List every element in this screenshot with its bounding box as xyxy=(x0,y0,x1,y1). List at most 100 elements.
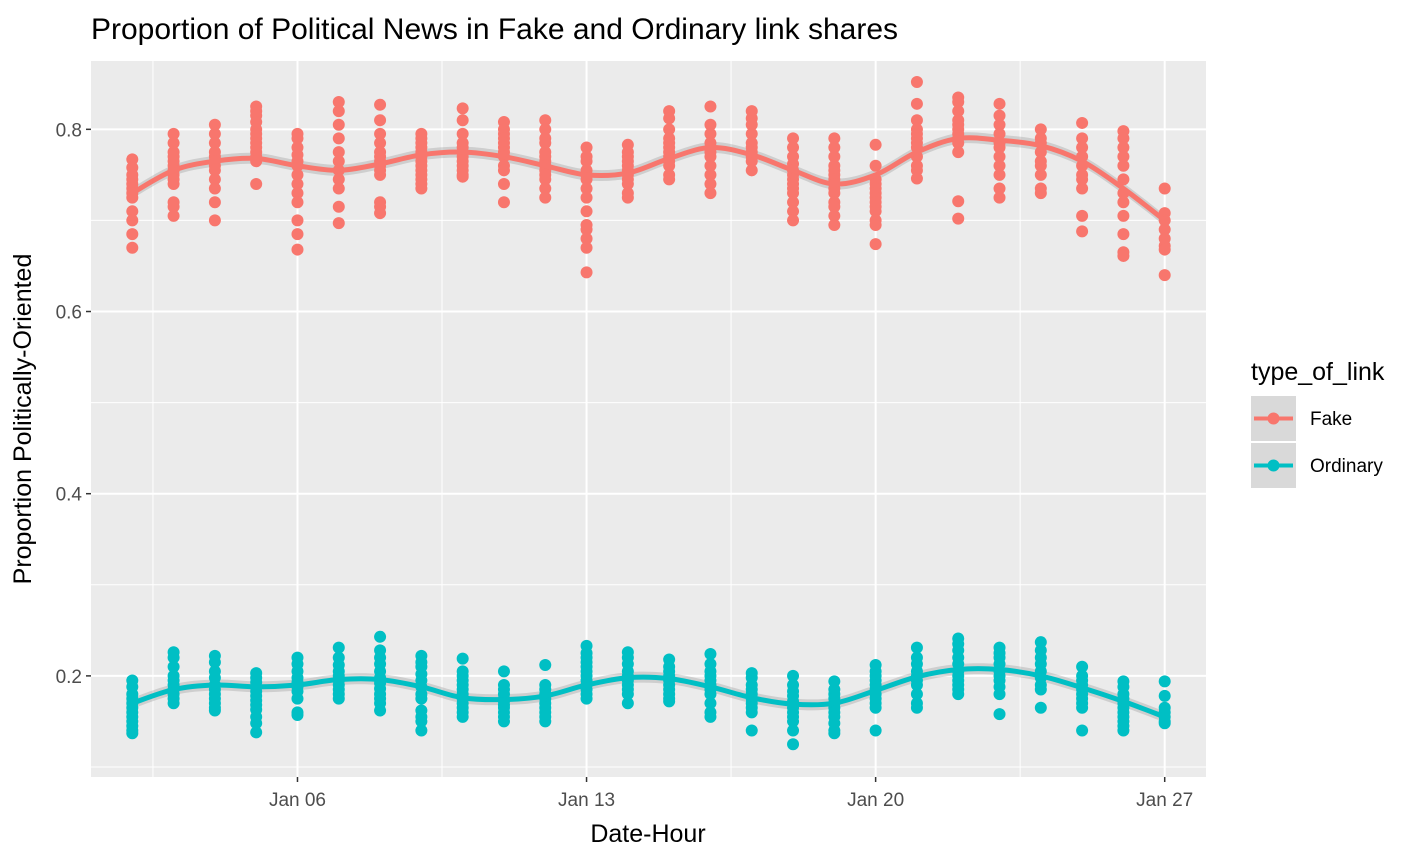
point-fake xyxy=(332,200,345,213)
point-ordinary xyxy=(1158,675,1171,688)
point-fake xyxy=(1076,182,1089,195)
point-fake xyxy=(126,228,139,241)
point-fake xyxy=(580,141,593,154)
point-fake xyxy=(332,105,345,118)
point-fake xyxy=(208,196,221,209)
y-axis-ticks: 0.2 0.4 0.6 0.8 xyxy=(56,120,91,688)
legend-item-fake: Fake xyxy=(1251,396,1352,441)
point-fake xyxy=(704,127,717,140)
point-fake xyxy=(745,118,758,131)
point-fake xyxy=(745,127,758,140)
point-ordinary xyxy=(993,708,1006,721)
point-fake xyxy=(167,177,180,190)
point-fake xyxy=(374,168,387,181)
point-fake xyxy=(1158,223,1171,236)
point-fake xyxy=(828,209,841,222)
point-fake xyxy=(580,266,593,279)
point-ordinary xyxy=(1117,724,1130,737)
point-fake xyxy=(332,118,345,131)
point-ordinary xyxy=(704,688,717,701)
point-fake xyxy=(332,155,345,168)
point-fake xyxy=(1117,173,1130,186)
point-fake xyxy=(993,191,1006,204)
point-ordinary xyxy=(621,688,634,701)
x-tick-label: Jan 06 xyxy=(269,790,326,811)
point-ordinary xyxy=(787,669,800,682)
point-fake xyxy=(291,196,304,209)
point-ordinary xyxy=(456,710,469,723)
point-fake xyxy=(704,118,717,131)
point-ordinary xyxy=(291,692,304,705)
point-fake xyxy=(745,164,758,177)
point-fake xyxy=(910,164,923,177)
point-fake xyxy=(910,114,923,127)
point-fake xyxy=(291,177,304,190)
point-fake xyxy=(167,136,180,149)
point-ordinary xyxy=(497,715,510,728)
point-fake xyxy=(1117,209,1130,222)
point-ordinary xyxy=(539,658,552,671)
legend-key-fake-point xyxy=(1267,412,1280,425)
point-fake xyxy=(1117,196,1130,209)
point-fake xyxy=(787,132,800,145)
point-fake xyxy=(415,182,428,195)
point-ordinary xyxy=(663,695,676,708)
point-fake xyxy=(291,168,304,181)
point-fake xyxy=(663,159,676,172)
legend-key-ordinary-point xyxy=(1267,459,1280,472)
point-fake xyxy=(993,118,1006,131)
point-fake xyxy=(167,209,180,222)
point-fake xyxy=(869,159,882,172)
x-tick-label: Jan 20 xyxy=(847,790,904,811)
point-ordinary xyxy=(787,738,800,751)
point-fake xyxy=(539,191,552,204)
point-ordinary xyxy=(167,651,180,664)
point-ordinary xyxy=(1034,636,1047,649)
point-fake xyxy=(1158,182,1171,195)
point-fake xyxy=(126,214,139,227)
point-ordinary xyxy=(704,648,717,661)
x-axis-ticks: Jan 06 Jan 13 Jan 20 Jan 27 xyxy=(269,777,1193,811)
point-fake xyxy=(208,182,221,195)
point-fake xyxy=(952,195,965,208)
point-fake xyxy=(910,75,923,88)
legend-label-fake: Fake xyxy=(1310,409,1352,430)
point-fake xyxy=(1158,269,1171,282)
point-ordinary xyxy=(126,727,139,740)
point-fake xyxy=(580,241,593,254)
point-fake xyxy=(663,123,676,136)
point-fake xyxy=(580,155,593,168)
point-ordinary xyxy=(374,704,387,717)
point-fake xyxy=(704,150,717,163)
point-fake xyxy=(208,164,221,177)
point-ordinary xyxy=(415,692,428,705)
point-fake xyxy=(869,205,882,218)
point-fake xyxy=(1117,228,1130,241)
point-fake xyxy=(580,232,593,245)
point-fake xyxy=(539,136,552,149)
point-fake xyxy=(497,177,510,190)
point-fake xyxy=(374,114,387,127)
point-ordinary xyxy=(497,665,510,678)
point-fake xyxy=(704,168,717,181)
point-ordinary xyxy=(869,701,882,714)
point-fake xyxy=(208,136,221,149)
point-ordinary xyxy=(1034,701,1047,714)
x-tick-label: Jan 27 xyxy=(1136,790,1193,811)
point-ordinary xyxy=(1158,689,1171,702)
grid-major xyxy=(91,61,1206,777)
point-ordinary xyxy=(787,715,800,728)
point-fake xyxy=(291,187,304,200)
point-fake xyxy=(332,95,345,108)
smooth-lines xyxy=(129,135,1168,720)
point-fake xyxy=(1117,132,1130,145)
point-ordinary xyxy=(250,726,263,739)
point-fake xyxy=(167,200,180,213)
chart-title: Proportion of Political News in Fake and… xyxy=(91,13,898,46)
legend: type_of_link Fake Ordinary xyxy=(1251,358,1385,488)
point-fake xyxy=(1117,159,1130,172)
point-fake xyxy=(828,141,841,154)
point-ordinary xyxy=(993,688,1006,701)
x-axis-title: Date-Hour xyxy=(590,820,705,848)
